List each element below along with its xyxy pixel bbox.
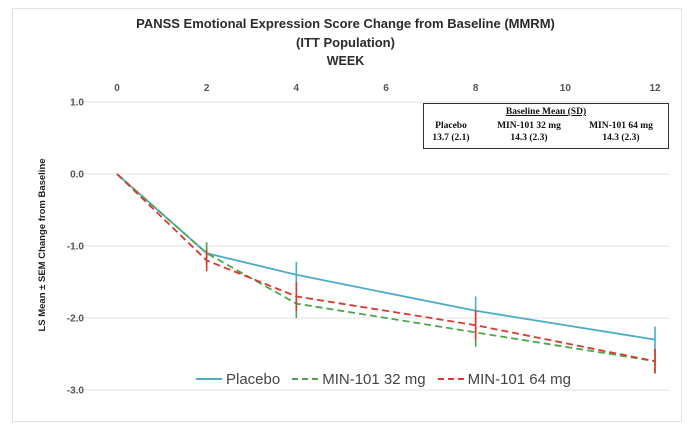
x-tick-label: 6 [383, 83, 389, 94]
x-tick-label: 12 [649, 83, 661, 94]
y-tick-label: 1.0 [70, 98, 84, 109]
series-line-64mg [116, 173, 656, 363]
series-line-placebo [116, 173, 656, 341]
legend-item-placebo: Placebo [196, 371, 280, 388]
chart-frame [12, 8, 682, 422]
legend-label-placebo: Placebo [226, 370, 281, 388]
baseline-header-32mg: MIN-101 32 mg [497, 121, 561, 131]
y-tick-label: -1.0 [67, 242, 85, 253]
x-tick-label: 4 [294, 83, 300, 94]
x-tick-label: 10 [560, 83, 572, 94]
legend-item-32mg: MIN-101 32 mg [292, 370, 426, 388]
x-tick-label: 0 [114, 83, 120, 94]
y-axis-ticks: 1.0 0.0 -1.0 -2.0 -3.0 [67, 98, 85, 397]
baseline-header-64mg: MIN-101 64 mg [589, 121, 653, 131]
baseline-table: Baseline Mean (SD) Placebo MIN-101 32 mg… [423, 103, 669, 149]
x-axis-title: WEEK [326, 54, 365, 68]
legend-swatch-64mg [437, 378, 464, 380]
legend-item-64mg: MIN-101 64 mg [437, 370, 571, 388]
legend-swatch-32mg [292, 378, 319, 380]
x-tick-label: 8 [473, 83, 479, 94]
y-tick-label: 0.0 [70, 170, 84, 181]
baseline-table-title: Baseline Mean (SD) [505, 107, 587, 117]
y-tick-label: -3.0 [67, 386, 85, 397]
legend-swatch-placebo [196, 378, 222, 380]
data-series [116, 173, 656, 374]
baseline-value-32mg: 14.3 (2.3) [510, 133, 548, 143]
legend-label-64mg: MIN-101 64 mg [467, 370, 571, 388]
x-tick-label: 2 [204, 83, 210, 94]
legend-label-32mg: MIN-101 32 mg [322, 370, 426, 388]
baseline-value-placebo: 13.7 (2.1) [432, 133, 470, 143]
series-line-32mg [116, 173, 656, 363]
chart-title: PANSS Emotional Expression Score Change … [136, 16, 555, 31]
x-axis-ticks: 0 2 4 6 8 10 12 [114, 83, 661, 94]
legend: Placebo MIN-101 32 mg MIN-101 64 mg [196, 368, 583, 390]
baseline-header-placebo: Placebo [435, 121, 467, 131]
y-axis-title: LS Mean ± SEM Change from Baseline [37, 158, 48, 331]
baseline-value-64mg: 14.3 (2.3) [602, 133, 640, 143]
chart-subtitle: (ITT Population) [296, 35, 395, 50]
y-tick-label: -2.0 [67, 314, 85, 325]
gridlines [70, 101, 670, 391]
